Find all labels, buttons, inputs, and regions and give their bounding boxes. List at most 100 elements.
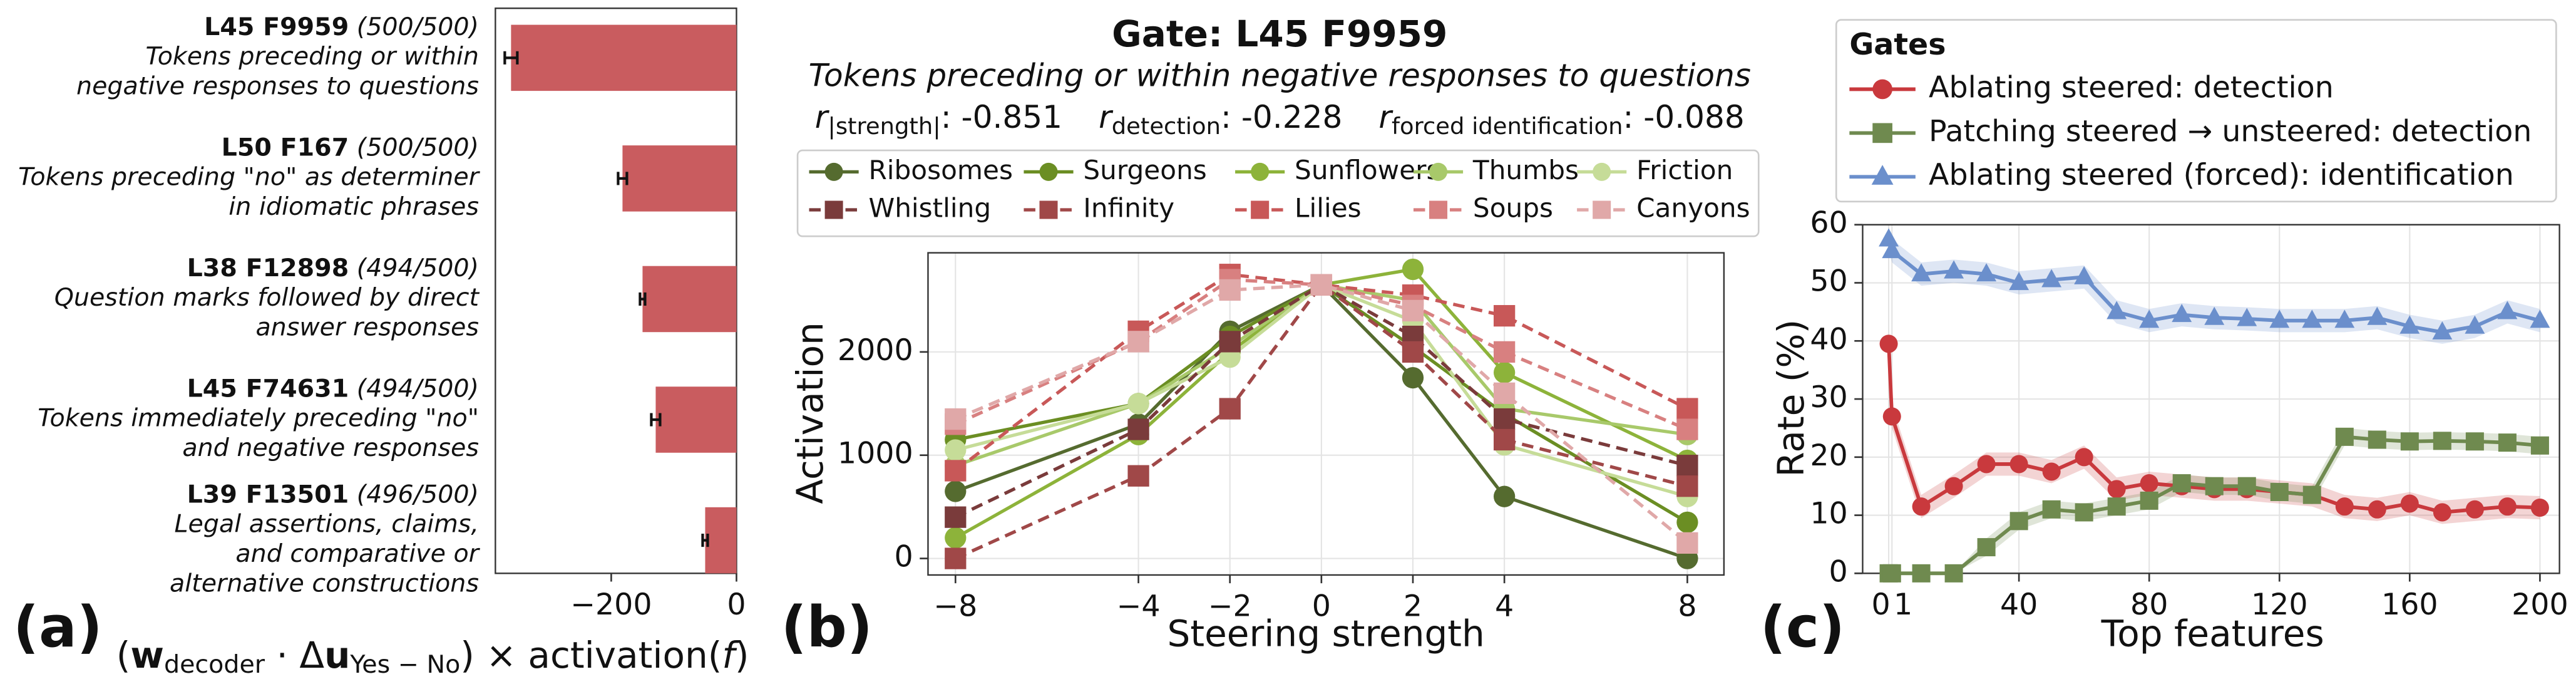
- legend-label: Canyons: [1636, 193, 1750, 224]
- feature-description: and comparative or: [235, 539, 480, 568]
- point: [1402, 258, 1424, 281]
- point: [1493, 428, 1516, 451]
- corr-sub: detection: [1112, 113, 1221, 140]
- x-tick-label: 200: [2512, 588, 2568, 622]
- feature-description: Legal assertions, claims,: [175, 509, 479, 538]
- point: [1402, 299, 1424, 322]
- y-tick-label: 2000: [838, 333, 913, 368]
- legend-marker: [1593, 162, 1611, 181]
- point: [1127, 465, 1149, 487]
- point: [2498, 497, 2517, 516]
- x-tick-label: −200: [570, 588, 652, 622]
- point: [1402, 341, 1424, 363]
- panel-label: (a): [13, 595, 102, 660]
- point: [2042, 500, 2061, 519]
- x-tick-label: 160: [2381, 588, 2438, 622]
- feature-description: Question marks followed by direct: [54, 283, 480, 312]
- point: [1944, 477, 1963, 495]
- point: [1676, 455, 1698, 477]
- point: [2302, 485, 2321, 504]
- y-tick-label: 1000: [838, 437, 913, 471]
- corr-sub: forced identification: [1392, 113, 1623, 140]
- legend-label: Ribosomes: [868, 155, 1012, 185]
- point: [1493, 341, 1516, 363]
- bar: [642, 266, 737, 333]
- x-axis-label-part: · Δ: [265, 634, 324, 676]
- x-axis-label: Top features: [2101, 613, 2324, 655]
- point: [945, 460, 967, 482]
- x-tick-label: 80: [2130, 588, 2168, 622]
- legend-label: Patching steered → unsteered: detection: [1929, 114, 2532, 148]
- point: [1976, 263, 1997, 282]
- corr-symbol: r: [815, 98, 830, 135]
- legend-title: Gates: [1849, 28, 1946, 62]
- point: [1127, 393, 1149, 415]
- y-tick-label: 0: [1829, 554, 1848, 589]
- legend-label: Surgeons: [1083, 155, 1206, 185]
- point: [1493, 305, 1516, 327]
- y-tick-label: 40: [1810, 322, 1847, 356]
- panel-label: (c): [1760, 595, 1845, 660]
- point: [2139, 309, 2160, 328]
- legend-label: Whistling: [868, 193, 991, 224]
- corr-value: -0.088: [1643, 98, 1745, 135]
- point: [2399, 315, 2420, 334]
- x-tick-label: 2: [1403, 589, 1422, 624]
- legend-marker: [1429, 162, 1448, 181]
- point: [2009, 512, 2028, 531]
- x-tick-label: 0: [1871, 588, 1890, 622]
- legend-marker: [824, 162, 843, 181]
- point: [1912, 564, 1931, 583]
- point: [2530, 499, 2549, 517]
- y-axis-label: Rate (%): [1770, 319, 1812, 477]
- y-axis-label: Activation: [789, 322, 831, 504]
- x-axis-label: (wdecoder · ΔuYes − No) × activation(f): [116, 634, 749, 679]
- point: [2075, 448, 2093, 467]
- y-tick-label: 50: [1810, 264, 1847, 299]
- point: [1882, 564, 1901, 583]
- correlations: r|strength|: -0.851 rdetection: -0.228 rfo…: [815, 98, 1745, 140]
- feature-count: (500/500): [357, 133, 479, 162]
- legend-marker: [1039, 162, 1058, 181]
- point: [1879, 334, 1898, 353]
- x-axis-label-part: u: [324, 634, 350, 676]
- category-label: L45 F74631 (494/500): [187, 374, 479, 403]
- x-tick-label: −8: [933, 589, 977, 624]
- feature-id: L45 F74631: [187, 374, 349, 403]
- feature-description: alternative constructions: [170, 569, 479, 598]
- point: [2009, 272, 2029, 291]
- feature-id: L45 F9959: [204, 12, 349, 41]
- legend-marker: [1872, 79, 1892, 100]
- point: [2107, 497, 2126, 516]
- point: [1493, 485, 1516, 507]
- legend-label: Infinity: [1083, 193, 1174, 224]
- point: [2107, 480, 2126, 499]
- corr-sep: :: [941, 98, 962, 135]
- x-tick-label: 120: [2251, 588, 2308, 622]
- point: [2433, 503, 2451, 522]
- point: [1944, 260, 1964, 279]
- bar: [655, 386, 737, 453]
- y-tick-label: 0: [895, 540, 913, 574]
- point: [1493, 382, 1516, 404]
- corr-symbol: r: [1099, 98, 1114, 135]
- point: [1219, 331, 1241, 353]
- point: [2009, 455, 2028, 474]
- point: [1944, 564, 1963, 583]
- x-axis-label-part: ): [735, 634, 749, 676]
- point: [2465, 315, 2485, 334]
- legend-marker: [1593, 200, 1611, 219]
- series-line: [1889, 435, 2540, 576]
- feature-description: and negative responses: [182, 433, 479, 462]
- point: [1219, 279, 1241, 301]
- feature-id: L38 F12898: [187, 253, 349, 282]
- point: [2172, 474, 2191, 493]
- x-axis-label-part: decoder: [164, 650, 265, 679]
- point: [2204, 306, 2225, 325]
- chart-title: Gate: L45 F9959: [1112, 13, 1447, 55]
- point: [2106, 301, 2127, 319]
- point: [2140, 474, 2158, 493]
- point: [2497, 301, 2518, 319]
- point: [945, 547, 967, 569]
- point: [1310, 274, 1333, 296]
